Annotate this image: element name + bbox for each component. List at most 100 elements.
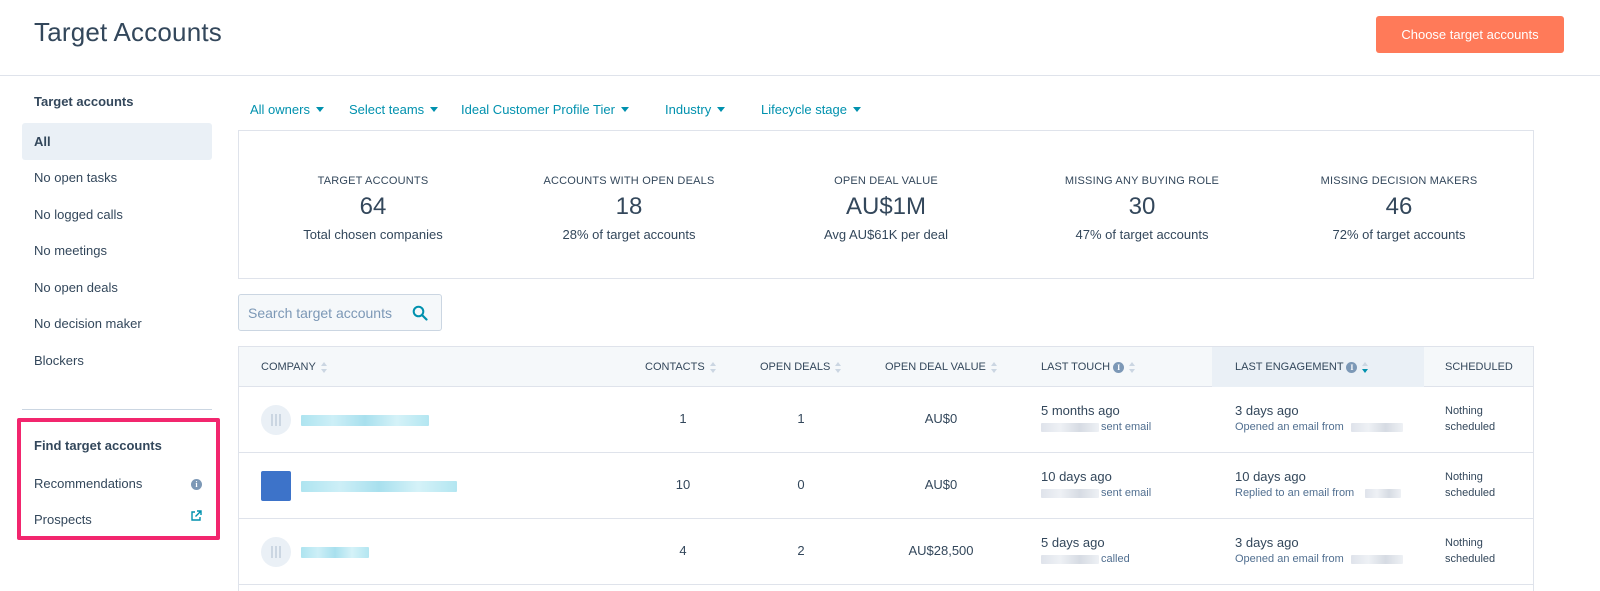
last-engagement: 3 days ago bbox=[1235, 403, 1299, 418]
summary-stats-panel: Target accounts 64 Total chosen companie… bbox=[238, 130, 1534, 279]
search-icon[interactable] bbox=[412, 305, 428, 321]
last-touch-detail: called bbox=[1101, 553, 1130, 565]
stat-subtext: 72% of target accounts bbox=[1332, 227, 1466, 242]
open-deals-count: 0 bbox=[797, 477, 805, 492]
stat-label: Missing decision makers bbox=[1320, 175, 1478, 187]
table-row[interactable]: 4 2 AU$28,500 5 days ago called 3 days a… bbox=[239, 519, 1533, 585]
column-last-touch[interactable]: Last touch i bbox=[1041, 347, 1136, 387]
column-label: Last touch bbox=[1041, 361, 1111, 373]
filter-icp-tier[interactable]: Ideal Customer Profile Tier bbox=[461, 102, 629, 117]
company-name-redacted[interactable] bbox=[301, 481, 457, 492]
sort-icon bbox=[835, 361, 842, 373]
sort-icon bbox=[709, 361, 717, 373]
stat-label: Target accounts bbox=[317, 175, 429, 187]
column-company[interactable]: Company bbox=[261, 347, 328, 387]
info-icon[interactable]: i bbox=[1346, 362, 1358, 373]
last-engagement: 10 days ago bbox=[1235, 469, 1306, 484]
stat-value: 18 bbox=[615, 193, 643, 220]
stat-value: 30 bbox=[1128, 193, 1156, 220]
open-deals-count: 1 bbox=[797, 411, 805, 426]
column-label: Contacts bbox=[645, 361, 705, 373]
stat-missing-decision-makers: Missing decision makers 46 72% of target… bbox=[1274, 175, 1524, 242]
top-bar: Target Accounts Choose target accounts bbox=[0, 0, 1600, 76]
column-open-deal-value[interactable]: Open deal value bbox=[885, 347, 998, 387]
redacted-name bbox=[1041, 489, 1099, 498]
last-engagement: 3 days ago bbox=[1235, 535, 1299, 550]
filter-label: Industry bbox=[665, 102, 712, 117]
table-row[interactable]: 10 0 AU$0 10 days ago sent email 10 days… bbox=[239, 453, 1533, 519]
sidebar-item-blockers[interactable]: Blockers bbox=[34, 353, 84, 368]
open-deal-value: AU$0 bbox=[924, 411, 958, 426]
column-label: Last engagement bbox=[1235, 361, 1344, 373]
sidebar-item-no-meetings[interactable]: No meetings bbox=[34, 243, 107, 258]
search-input[interactable] bbox=[248, 303, 400, 323]
company-name-redacted[interactable] bbox=[301, 547, 369, 558]
open-deal-value: AU$0 bbox=[924, 477, 958, 492]
caret-down-icon bbox=[315, 107, 324, 112]
column-last-engagement[interactable]: Last engagement i bbox=[1212, 347, 1424, 387]
info-icon[interactable]: i bbox=[1113, 362, 1125, 373]
table-header: Company Contacts Open deals Open deal va… bbox=[239, 347, 1533, 387]
info-icon[interactable]: i bbox=[191, 476, 202, 490]
caret-down-icon bbox=[717, 107, 726, 112]
sidebar-item-no-logged-calls[interactable]: No logged calls bbox=[34, 207, 123, 222]
sidebar-item-no-open-tasks[interactable]: No open tasks bbox=[34, 170, 118, 185]
filter-lifecycle-stage[interactable]: Lifecycle stage bbox=[761, 102, 861, 117]
stat-value: 46 bbox=[1385, 193, 1413, 220]
contacts-count: 1 bbox=[679, 411, 687, 426]
contacts-count: 4 bbox=[679, 543, 687, 558]
stat-label: Open deal value bbox=[834, 175, 938, 187]
prospects-link[interactable]: Prospects bbox=[34, 512, 92, 527]
find-heading: Find target accounts bbox=[34, 438, 162, 453]
stat-label: Accounts with open deals bbox=[543, 175, 715, 187]
redacted-name bbox=[1041, 555, 1099, 564]
column-contacts[interactable]: Contacts bbox=[645, 347, 717, 387]
caret-down-icon bbox=[430, 107, 439, 112]
sidebar-heading: Target accounts bbox=[34, 94, 134, 109]
stat-value: 64 bbox=[359, 193, 387, 220]
last-engagement-detail: Opened an email from bbox=[1235, 421, 1344, 433]
last-touch: 5 days ago bbox=[1041, 535, 1105, 550]
target-accounts-table: Company Contacts Open deals Open deal va… bbox=[238, 346, 1534, 591]
column-label: Scheduled bbox=[1445, 361, 1513, 373]
external-link-icon[interactable] bbox=[190, 510, 202, 525]
filter-label: Lifecycle stage bbox=[761, 102, 847, 117]
column-label: Open deal value bbox=[885, 361, 986, 373]
stat-label: Missing any buying role bbox=[1064, 175, 1220, 187]
table-row[interactable]: 1 1 AU$0 5 months ago sent email 3 days … bbox=[239, 387, 1533, 453]
contacts-count: 10 bbox=[675, 477, 691, 492]
company-logo bbox=[261, 405, 291, 435]
filter-industry[interactable]: Industry bbox=[665, 102, 726, 117]
redacted-name bbox=[1351, 555, 1403, 564]
choose-target-accounts-button[interactable]: Choose target accounts bbox=[1376, 16, 1564, 53]
sidebar-item-all[interactable]: All bbox=[22, 123, 212, 160]
column-open-deals[interactable]: Open deals bbox=[760, 347, 842, 387]
filter-label: All owners bbox=[250, 102, 310, 117]
last-engagement-detail: Opened an email from bbox=[1235, 553, 1344, 565]
caret-down-icon bbox=[620, 107, 629, 112]
stat-open-deal-value: Open deal value AU$1M Avg AU$61K per dea… bbox=[761, 175, 1011, 242]
last-touch: 10 days ago bbox=[1041, 469, 1112, 484]
stat-missing-buying-role: Missing any buying role 30 47% of target… bbox=[1017, 175, 1267, 242]
stat-target-accounts: Target accounts 64 Total chosen companie… bbox=[248, 175, 498, 242]
column-label: Company bbox=[261, 361, 316, 373]
stat-value: AU$1M bbox=[845, 193, 927, 220]
filter-label: Ideal Customer Profile Tier bbox=[461, 102, 615, 117]
sidebar-item-no-open-deals[interactable]: No open deals bbox=[34, 280, 118, 295]
company-logo bbox=[261, 537, 291, 567]
stat-subtext: 28% of target accounts bbox=[562, 227, 696, 242]
find-target-accounts-section: Find target accounts Recommendations i P… bbox=[17, 418, 220, 540]
last-touch-detail: sent email bbox=[1101, 421, 1152, 433]
caret-down-icon bbox=[853, 107, 861, 112]
sort-descending-icon bbox=[1362, 361, 1369, 373]
sort-icon bbox=[990, 361, 998, 373]
sidebar-item-no-decision-maker[interactable]: No decision maker bbox=[34, 316, 142, 331]
company-name-redacted[interactable] bbox=[301, 415, 429, 426]
redacted-name bbox=[1041, 423, 1099, 432]
filter-select-teams[interactable]: Select teams bbox=[349, 102, 439, 117]
scheduled-status: Nothing scheduled bbox=[1445, 471, 1496, 499]
recommendations-link[interactable]: Recommendations bbox=[34, 476, 143, 491]
redacted-name bbox=[1365, 489, 1401, 498]
filter-all-owners[interactable]: All owners bbox=[250, 102, 324, 117]
stat-subtext: Total chosen companies bbox=[303, 227, 443, 242]
